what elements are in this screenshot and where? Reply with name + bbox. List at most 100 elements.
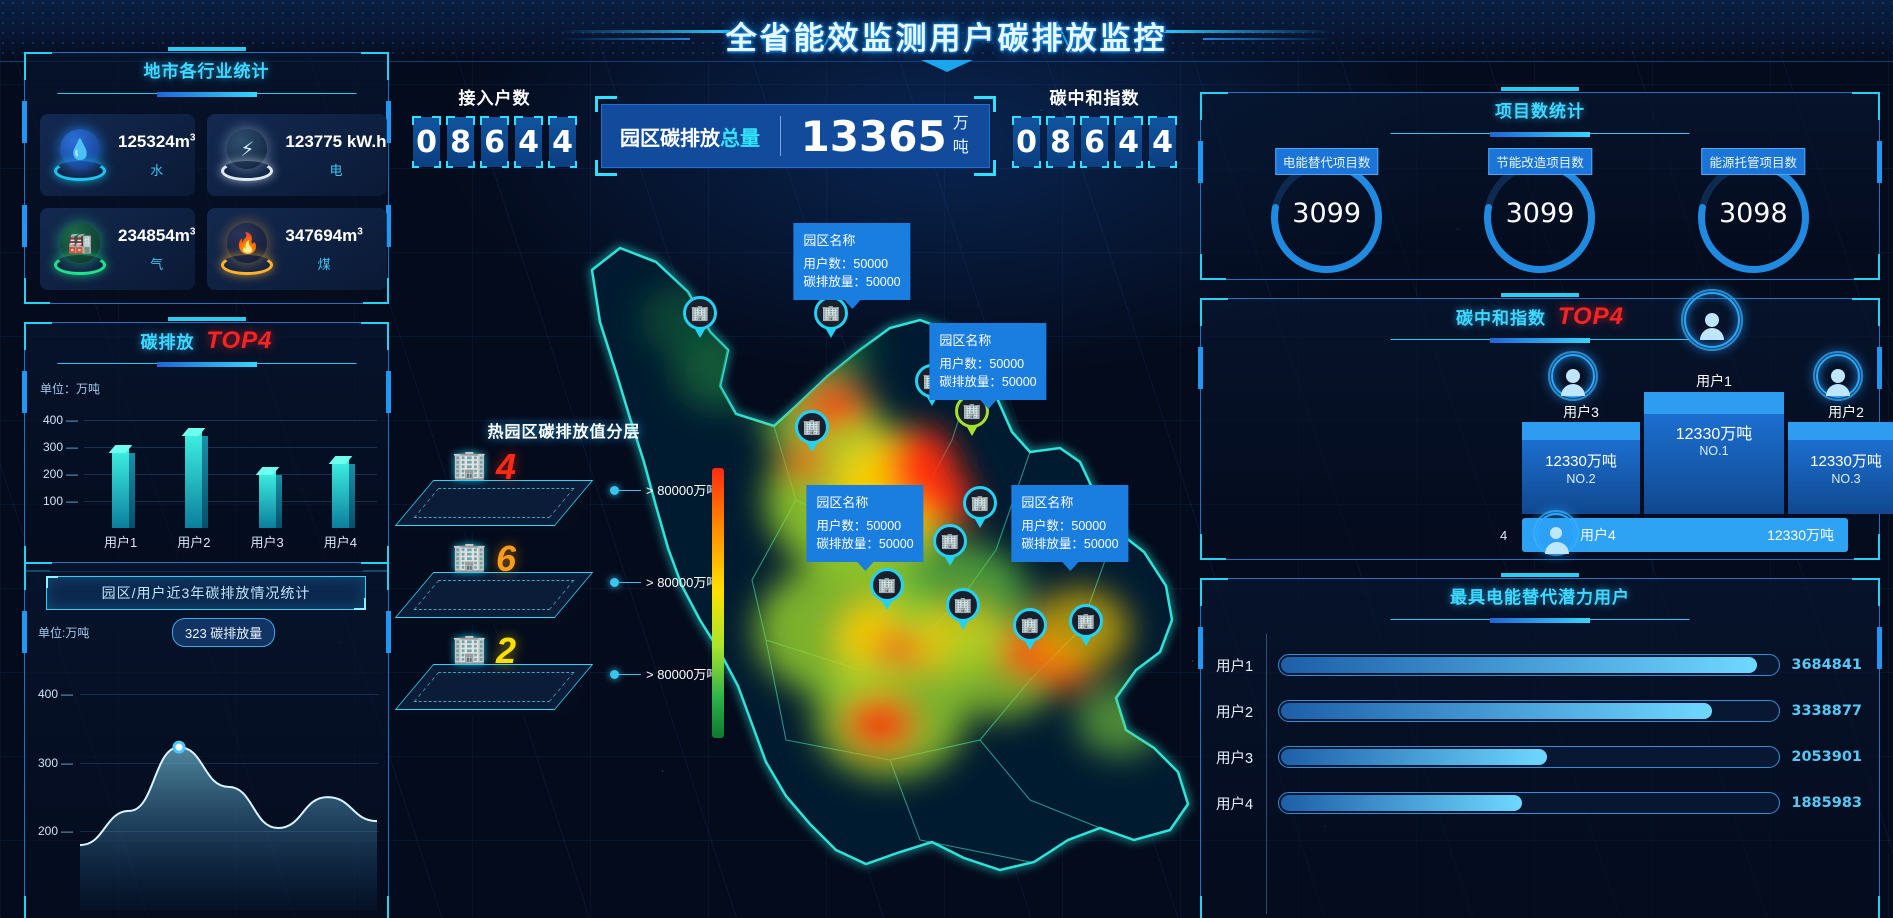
panel-title-text: 碳中和指数 TOP4 [1456,303,1624,330]
panel-title-neutral-top4: 碳中和指数 TOP4 [1390,293,1690,343]
potential-user-row[interactable]: 用户3 2053901 [1216,734,1862,780]
flame-icon: 🔥 [219,221,275,277]
avatar [1681,289,1743,351]
tooltip-title: 园区名称 [1021,495,1074,510]
map-location-pin-icon[interactable]: 🏢 [795,410,829,454]
map-location-pin-icon[interactable]: 🏢 [683,296,717,340]
heat-legend-row[interactable]: 🏢 2 > 80000万吨 [394,630,724,728]
potential-progress-bar [1278,654,1780,676]
bar [182,427,209,528]
header-notch-icon [920,60,973,72]
project-donut[interactable]: 能源托管项目数 3098 [1691,148,1816,274]
potential-user-value: 2053901 [1791,749,1862,765]
podium-name: 用户2 [1828,404,1864,420]
trend-toggle-button[interactable]: 园区/用户近3年碳排放情况统计 [46,576,366,610]
panel-title-text: 地市各行业统计 [143,62,270,81]
chart-unit-label: 单位：万吨 [40,382,101,396]
bar-chart-x-labels: 用户1 用户2 用户3 用户4 [84,532,377,556]
map-location-pin-icon[interactable]: 🏢 [1013,608,1047,652]
y-axis-tick: 300 [43,440,78,454]
metric-card-water[interactable]: 💧 125324m3 水 [40,114,196,196]
podium-place-3[interactable]: 用户2 12330万吨 NO.3 [1788,351,1893,514]
project-donut[interactable]: 节能改造项目数 3099 [1477,148,1602,274]
gridline [84,446,377,448]
potential-user-name: 用户1 [1216,658,1254,675]
bar-chart-gridlines: 100 200 300 400 [43,406,377,528]
heat-connector-dot [610,486,619,495]
map-location-pin-icon[interactable]: 🏢 [946,588,980,632]
bar-column[interactable] [241,406,293,528]
tooltip-emission: 碳排放量：50000 [816,537,914,552]
podium-place-2[interactable]: 用户3 12330万吨 NO.2 [1522,351,1640,514]
map-location-pin-icon[interactable]: 🏢 [933,524,967,568]
heat-plate-icon [394,474,594,534]
podium-place-1[interactable]: 用户1 12330万吨 NO.1 [1644,289,1784,514]
panel-carbon-top4: 碳排放 TOP4 单位：万吨 100 200 300 400 用户1 用户2 用户3 用户4 [22,317,391,572]
metric-card-gas[interactable]: 🏭 234854m3 气 [40,208,196,290]
map-location-pin-icon[interactable]: 🏢 [870,568,904,612]
building-icon: 🏢 [452,633,487,664]
gridline [80,762,379,764]
counter-digit: 4 [548,116,577,168]
counter-digit: 0 [412,116,441,168]
tooltip-emission: 碳排放量：50000 [939,375,1037,390]
tooltip-title: 园区名称 [803,233,856,248]
tooltip-title: 园区名称 [816,495,869,510]
page-title: 全省能效监测用户碳排放监控 [725,21,1168,57]
counter-digit: 6 [480,116,509,168]
province-heat-map[interactable]: 🏢🏢🏢🏢🏢🏢🏢🏢🏢🏢🏢 园区名称用户数：50000碳排放量：50000园区名称用… [560,200,1240,918]
heat-connector-line [619,490,641,491]
map-location-pin-icon[interactable]: 🏢 [963,486,997,530]
header-wing-left-icon [560,21,890,53]
potential-user-row[interactable]: 用户2 3338877 [1216,688,1862,734]
neutral-accent-label: TOP4 [1557,303,1624,330]
heat-count: 2 [496,630,517,671]
potential-progress-bar [1278,700,1780,722]
bar-chart-bars [84,406,377,528]
tooltip-users: 用户数：50000 [939,356,1025,371]
tooltip-users: 用户数：50000 [1021,518,1107,533]
bar [108,445,136,528]
heat-legend-row[interactable]: 🏢 6 > 80000万吨 [394,538,724,636]
total-emission-box: 园区碳排放总量 13365 万吨 [595,96,996,176]
metric-card-electricity[interactable]: ⚡ 123775 kW.h 电 [207,114,387,196]
bar-column[interactable] [168,406,220,528]
top4-accent-label: TOP4 [206,327,273,354]
building-icon: 🏢 [452,449,487,480]
tooltip-users: 用户数：50000 [816,518,902,533]
total-label: 园区碳排放总量 [620,127,760,150]
panel-title-text: 项目数统计 [1495,102,1585,121]
metric-label: 电 [329,162,343,178]
bar-column[interactable] [95,406,147,528]
potential-user-value: 3684841 [1791,657,1862,673]
heat-connector-line [619,674,641,675]
panel-title-text: 碳排放 TOP4 [140,327,273,354]
counter-digit: 4 [1148,116,1177,168]
metric-label: 煤 [317,256,331,272]
podium-rank: NO.3 [1831,472,1861,486]
heat-layer-legend: 热园区碳排放值分层 🏢 4 > 80000万吨 🏢 6 > 80000万吨 🏢 2 > 8000… [394,418,724,748]
map-location-pin-icon[interactable]: 🏢 [1069,604,1103,648]
bar-chart: 100 200 300 400 用户1 用户2 用户3 用户4 [40,406,377,564]
metric-card-coal[interactable]: 🔥 347694m3 煤 [207,208,387,290]
y-axis-tick: 100 [43,494,78,508]
rank4-row[interactable]: 4 用户4 12330万吨 [1500,510,1848,556]
project-donut[interactable]: 电能替代项目数 3099 [1264,148,1389,274]
metric-label: 水 [150,162,164,178]
trend-highlight-dot[interactable] [172,740,186,754]
counter-label: 碳中和指数 [1049,89,1140,108]
panel-title-projects: 项目数统计 [1390,87,1690,137]
header-background [0,0,1893,62]
potential-user-row[interactable]: 用户4 1885983 [1216,780,1862,826]
panel-title-carbon-top4: 碳排放 TOP4 [57,317,357,367]
panel-frame [1198,92,1882,280]
bar-column[interactable] [314,406,366,528]
heat-connector-dot [610,578,619,587]
gridline [84,473,377,475]
panel-title-industry: 地市各行业统计 [57,47,357,97]
potential-user-row[interactable]: 用户1 3684841 [1216,642,1862,688]
heat-legend-row[interactable]: 🏢 4 > 80000万吨 [394,446,724,544]
x-axis-label: 用户2 [177,535,211,550]
